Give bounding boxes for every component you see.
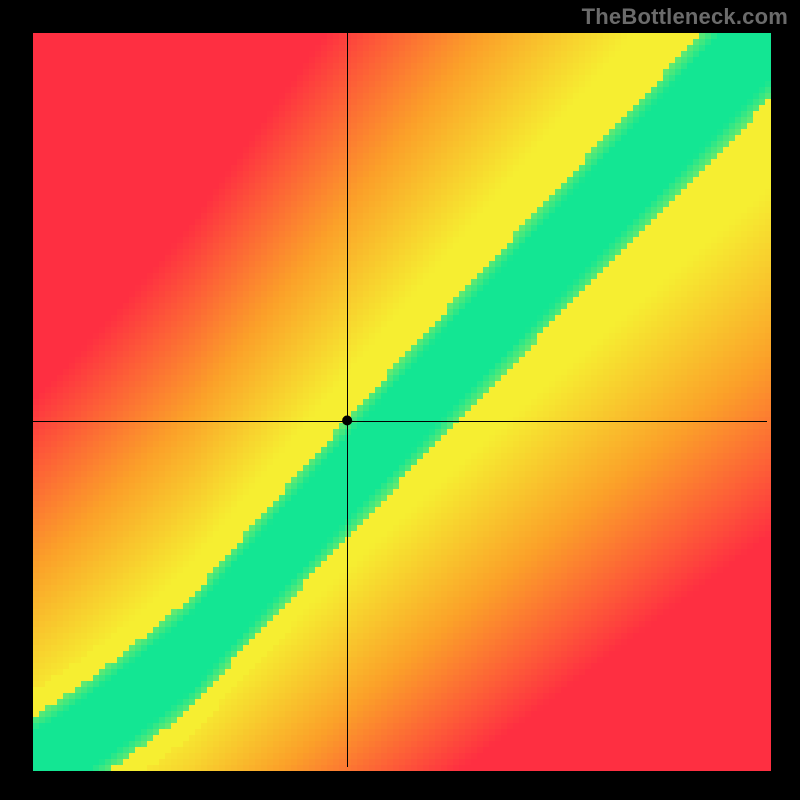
bottleneck-heatmap: [0, 0, 800, 800]
plot-container: TheBottleneck.com: [0, 0, 800, 800]
